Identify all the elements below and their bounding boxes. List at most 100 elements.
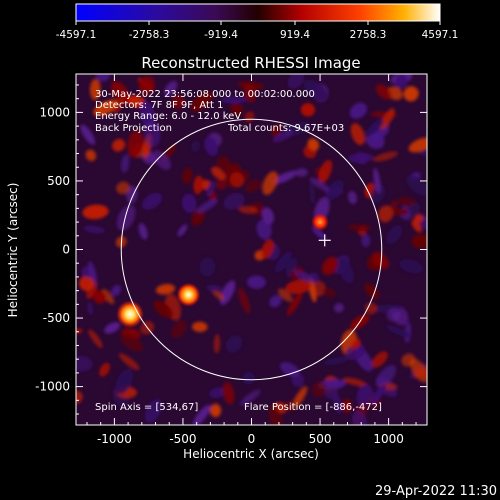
texture-blob	[338, 259, 354, 284]
texture-blob	[81, 265, 95, 279]
texture-blob	[239, 389, 261, 406]
texture-blob	[399, 259, 423, 274]
image-area	[76, 74, 427, 425]
bright-source	[176, 282, 201, 307]
texture-blob	[118, 353, 140, 371]
texture-blob	[286, 292, 303, 316]
texture-blob	[287, 74, 305, 89]
texture-blob	[192, 404, 211, 425]
texture-blob	[171, 95, 185, 109]
texture-blob	[80, 124, 96, 145]
texture-blob	[87, 301, 94, 316]
texture-blob	[196, 199, 218, 213]
texture-blob	[256, 219, 272, 240]
texture-blob	[285, 279, 312, 294]
texture-blob	[291, 386, 308, 410]
x-tick-label: -1000	[97, 432, 132, 446]
texture-blob	[210, 403, 222, 418]
x-axis-label: Heliocentric X (arcsec)	[183, 447, 319, 461]
texture-blob	[411, 220, 422, 233]
flare-position-label: Flare Position = [-886,-472]	[244, 402, 382, 413]
texture-blob	[138, 223, 148, 240]
texture-blob	[104, 322, 121, 334]
texture-blob	[342, 377, 367, 387]
colorbar-label: 4597.1	[422, 29, 459, 41]
texture-blob	[411, 234, 427, 249]
x-tick-label: 1000	[373, 432, 404, 446]
texture-blob	[272, 170, 298, 185]
texture-blob	[279, 362, 300, 378]
texture-blob	[323, 356, 349, 366]
annotation-block: 30-May-2022 23:56:08.000 to 00:02:00.000…	[95, 89, 344, 134]
texture-blob	[347, 224, 372, 232]
texture-blob	[247, 275, 266, 289]
texture-blob	[345, 343, 366, 361]
texture-blob	[369, 384, 387, 406]
y-tick-label: 0	[62, 243, 70, 257]
texture-blob	[321, 287, 337, 298]
texture-blob	[413, 214, 424, 224]
texture-blob	[380, 108, 395, 130]
annotation-line: Total counts: 9.67E+03	[227, 123, 344, 134]
texture-blob	[278, 288, 293, 302]
texture-blob	[110, 81, 130, 104]
texture-blob	[223, 192, 245, 210]
texture-blob	[386, 307, 401, 322]
texture-blob	[113, 96, 125, 115]
chart-title: Reconstructed RHESSI Image	[141, 54, 360, 72]
texture-blob	[409, 202, 421, 214]
x-tick-label: 0	[248, 432, 256, 446]
texture-blob	[275, 251, 292, 273]
texture-blob	[386, 325, 410, 337]
texture-blob	[341, 399, 353, 413]
colorbar-ticks	[75, 21, 441, 25]
texture-blob	[115, 369, 133, 395]
texture-blob	[401, 353, 416, 367]
texture-blob	[300, 103, 316, 117]
texture-blob	[92, 290, 107, 304]
texture-blob	[164, 80, 178, 97]
texture-blob	[119, 332, 143, 352]
texture-blob	[199, 257, 216, 277]
texture-blob	[82, 204, 109, 220]
texture-blob	[271, 124, 282, 137]
texture-blob	[182, 167, 193, 185]
texture-blob	[206, 181, 216, 197]
texture-blob	[111, 285, 122, 296]
texture-blob	[78, 275, 94, 291]
texture-blob	[242, 372, 255, 385]
texture-blob	[89, 78, 101, 101]
texture-blob	[347, 191, 358, 205]
colorbar-label: -919.4	[204, 29, 238, 41]
texture-blob	[285, 258, 298, 278]
texture-blob	[262, 171, 278, 195]
texture-blob	[322, 256, 338, 275]
colorbar-label: -2758.3	[129, 29, 170, 41]
solar-limb	[120, 118, 383, 381]
texture-blob	[386, 225, 403, 245]
annotation-line: Detectors: 7F 8F 9F, Att 1	[95, 100, 223, 111]
texture-blob	[372, 251, 390, 270]
texture-blob	[261, 207, 275, 225]
colorbar-label: 919.4	[280, 29, 310, 41]
texture-blob	[375, 365, 397, 388]
x-tick-label: -500	[169, 432, 196, 446]
y-tick-label: -1000	[35, 380, 70, 394]
texture-blob	[177, 224, 188, 237]
y-tick-label: -500	[43, 311, 70, 325]
y-axis-label: Heliocentric Y (arcsec)	[6, 183, 20, 318]
texture-blob	[144, 399, 163, 423]
texture-blob	[192, 321, 208, 333]
texture-blob	[333, 303, 344, 313]
texture-blob	[303, 79, 327, 101]
y-tick-label: 1000	[39, 105, 70, 119]
texture-blob	[371, 351, 388, 368]
texture-blob	[395, 74, 408, 89]
texture-blob	[99, 362, 111, 377]
texture-blob	[116, 181, 130, 195]
texture-blob	[272, 129, 294, 143]
texture-blob	[348, 152, 374, 163]
annotation-line: 30-May-2022 23:56:08.000 to 00:02:00.000	[95, 89, 315, 100]
x-tick-labels: -1000 -500 0 500 1000	[97, 432, 404, 446]
